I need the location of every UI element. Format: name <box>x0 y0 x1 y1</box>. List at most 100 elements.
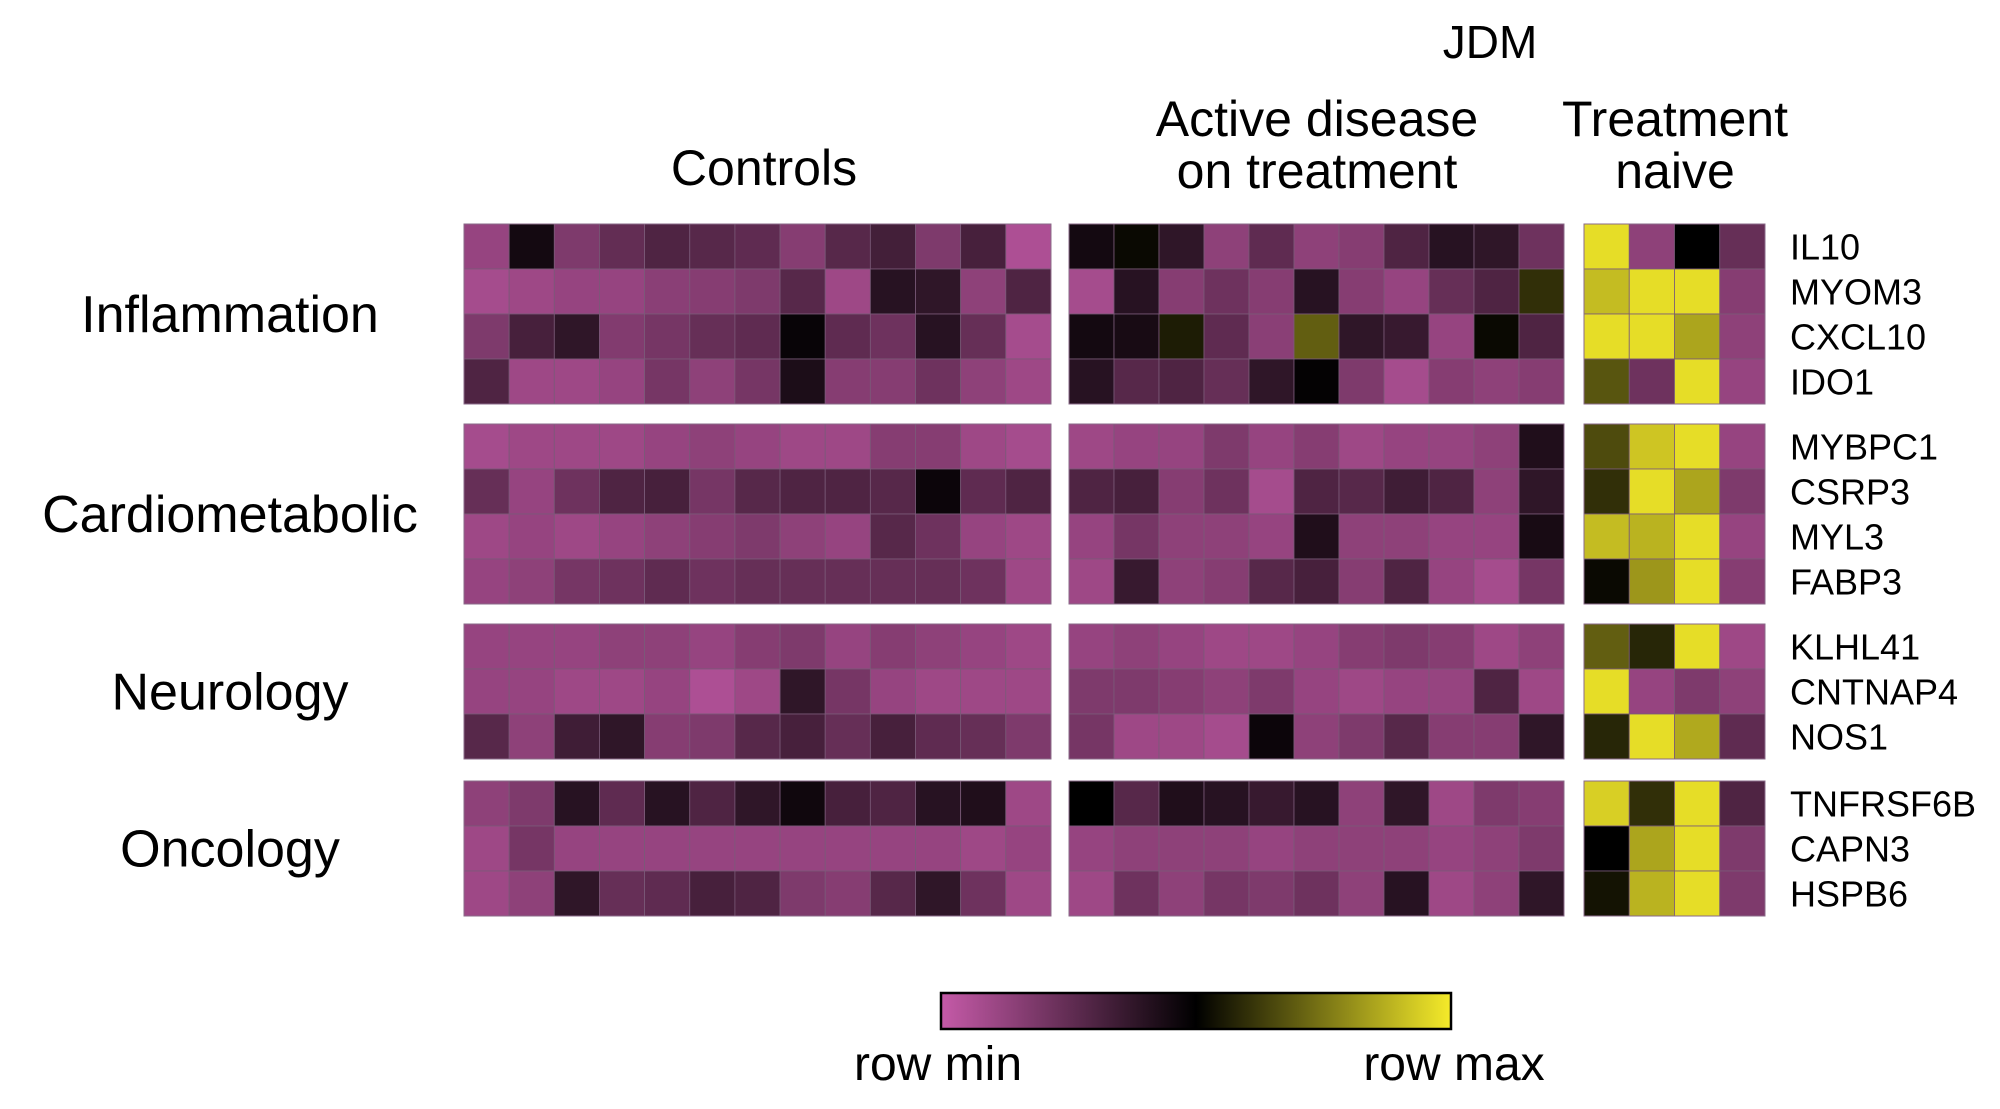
heatmap-cell <box>1293 223 1340 270</box>
heatmap-cell <box>1428 268 1475 315</box>
heatmap-cell <box>463 558 510 605</box>
heatmap-cell <box>1005 358 1052 405</box>
heatmap-cell <box>960 870 1007 917</box>
heatmap-cell <box>1068 358 1115 405</box>
heatmap-cell <box>644 513 691 560</box>
jdm-header: JDM <box>1443 16 1538 68</box>
heatmap-cell <box>1158 780 1205 827</box>
heatmap-cell <box>1583 423 1630 470</box>
heatmap-block-border <box>463 423 1052 605</box>
heatmap-cell <box>599 223 646 270</box>
naive-header-line2: naive <box>1615 143 1735 199</box>
heatmap-cell <box>1113 468 1160 515</box>
heatmap-cell <box>824 713 871 760</box>
heatmap-cell <box>1583 468 1630 515</box>
heatmap-cell <box>734 358 781 405</box>
heatmap-cell <box>463 313 510 360</box>
heatmap-cell <box>599 780 646 827</box>
heatmap-cell <box>689 423 736 470</box>
heatmap-cell <box>1068 513 1115 560</box>
heatmap-cell <box>915 468 962 515</box>
heatmap-cell <box>1248 223 1295 270</box>
heatmap-cell <box>463 713 510 760</box>
heatmap-cell <box>1473 313 1520 360</box>
heatmap-cell <box>915 313 962 360</box>
heatmap-cell <box>1674 825 1721 872</box>
heatmap-cell <box>1203 223 1250 270</box>
heatmap-cell <box>1628 223 1675 270</box>
heatmap-cell <box>824 668 871 715</box>
heatmap-cell <box>1203 468 1250 515</box>
heatmap-cell <box>1518 513 1565 560</box>
heatmap-cell <box>689 713 736 760</box>
heatmap-cell <box>599 870 646 917</box>
heatmap-cell <box>734 223 781 270</box>
heatmap-cell <box>1428 513 1475 560</box>
heatmap-cell <box>869 713 916 760</box>
heatmap-cell <box>1248 513 1295 560</box>
heatmap-cell <box>463 223 510 270</box>
heatmap-cell <box>1158 313 1205 360</box>
heatmap-cell <box>553 558 600 605</box>
heatmap-cell <box>734 780 781 827</box>
heatmap-cell <box>1338 668 1385 715</box>
heatmap-cell <box>1518 558 1565 605</box>
colorbar <box>939 991 1453 1031</box>
heatmap-cell <box>1158 558 1205 605</box>
heatmap-cell <box>1338 825 1385 872</box>
heatmap-cell <box>1518 423 1565 470</box>
heatmap-cell <box>599 513 646 560</box>
heatmap-cell <box>1113 358 1160 405</box>
heatmap-cell <box>644 558 691 605</box>
naive-header-line1: Treatment <box>1562 91 1788 147</box>
heatmap-cell <box>1473 558 1520 605</box>
heatmap-cell <box>1628 780 1675 827</box>
heatmap-cell <box>1719 623 1766 670</box>
heatmap-cell <box>689 468 736 515</box>
heatmap-cell <box>689 870 736 917</box>
heatmap-cell <box>1293 713 1340 760</box>
heatmap-cell <box>1674 668 1721 715</box>
heatmap-cell <box>1293 468 1340 515</box>
heatmap-cell <box>779 623 826 670</box>
heatmap-cell <box>1203 558 1250 605</box>
heatmap-cell <box>1005 313 1052 360</box>
heatmap-cell <box>915 513 962 560</box>
heatmap-cell <box>1383 780 1430 827</box>
heatmap-cell <box>869 268 916 315</box>
heatmap-cell <box>1518 623 1565 670</box>
heatmap-cell <box>1628 423 1675 470</box>
heatmap-cell <box>960 223 1007 270</box>
heatmap-cell <box>1068 713 1115 760</box>
heatmap-cell <box>553 223 600 270</box>
heatmap-cell <box>824 623 871 670</box>
gene-label: KLHL41 <box>1790 627 1920 668</box>
heatmap-cell <box>1338 423 1385 470</box>
heatmap-cell <box>1005 268 1052 315</box>
heatmap-cell <box>1158 423 1205 470</box>
heatmap-cell <box>689 513 736 560</box>
heatmap-cell <box>1428 825 1475 872</box>
heatmap-cell <box>644 223 691 270</box>
heatmap-cell <box>1518 780 1565 827</box>
heatmap-cell <box>1113 423 1160 470</box>
heatmap-cell <box>1518 358 1565 405</box>
heatmap-cell <box>1628 870 1675 917</box>
gene-label: NOS1 <box>1790 717 1888 758</box>
group-label: Cardiometabolic <box>42 486 418 544</box>
heatmap-cell <box>1248 313 1295 360</box>
heatmap-cell <box>1383 468 1430 515</box>
heatmap-cell <box>1203 623 1250 670</box>
heatmap-cell <box>1473 358 1520 405</box>
heatmap-cell <box>508 623 555 670</box>
heatmap-cell <box>1158 668 1205 715</box>
heatmap-cell <box>734 623 781 670</box>
heatmap-cell <box>779 423 826 470</box>
heatmap-cell <box>644 623 691 670</box>
heatmap-cell <box>1338 713 1385 760</box>
gene-label: CAPN3 <box>1790 829 1910 870</box>
heatmap-cell <box>1113 713 1160 760</box>
heatmap-cell <box>1383 423 1430 470</box>
heatmap-cell <box>779 358 826 405</box>
